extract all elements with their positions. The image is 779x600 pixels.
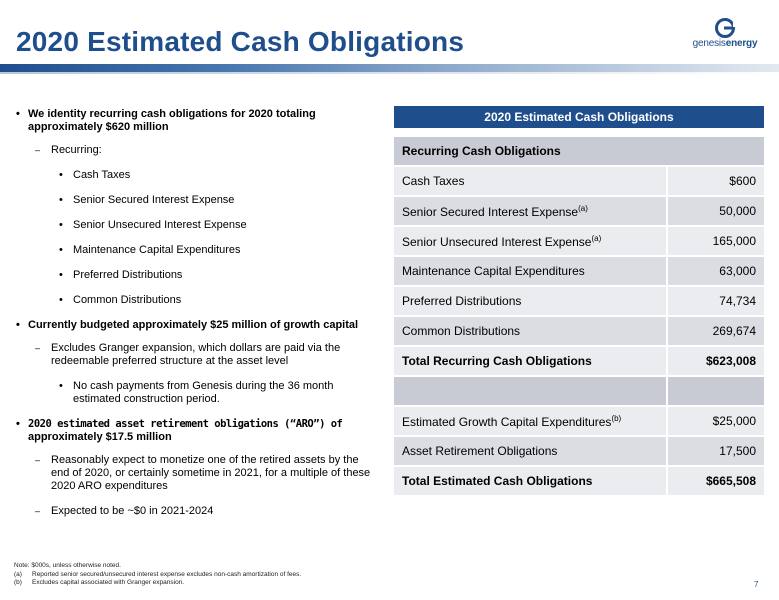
table-row: Senior Unsecured Interest Expense(a) 165… [394, 227, 764, 256]
footnotes: Note: $000s, unless otherwise noted. (a)… [14, 562, 301, 588]
row-label: Senior Unsecured Interest Expense(a) [394, 227, 666, 256]
row-label: Maintenance Capital Expenditures [394, 257, 666, 286]
bullet-aro-line1: 2020 estimated asset retirement obligati… [28, 418, 343, 430]
footnote-ref: (a) [591, 233, 602, 243]
logo-wordmark: genesisenergy [680, 38, 770, 49]
sub-bullet-granger: Excludes Granger expansion, which dollar… [14, 342, 374, 368]
row-label: Cash Taxes [394, 167, 666, 196]
bullet-list: We identity recurring cash obligations f… [14, 108, 374, 530]
list-item: Maintenance Capital Expenditures [14, 244, 374, 257]
table-section-header: Recurring Cash Obligations [394, 137, 764, 166]
section-label: Recurring Cash Obligations [394, 137, 764, 166]
table-row: Preferred Distributions 74,734 [394, 287, 764, 316]
logo-prefix: genesis [692, 38, 726, 49]
total-recurring-row: Total Recurring Cash Obligations $623,00… [394, 347, 764, 376]
row-value: 165,000 [666, 227, 764, 256]
row-value: $600 [666, 167, 764, 196]
list-item: Cash Taxes [14, 169, 374, 182]
table-row: Estimated Growth Capital Expenditures(b)… [394, 407, 764, 436]
logo-suffix: energy [725, 38, 758, 49]
bullet-aro-line2: approximately $17.5 million [28, 431, 172, 443]
grand-total-row: Total Estimated Cash Obligations $665,50… [394, 467, 764, 496]
footnote-b: (b) Excludes capital associated with Gran… [14, 579, 185, 586]
table-row: Cash Taxes $600 [394, 167, 764, 196]
list-item: Senior Secured Interest Expense [14, 194, 374, 207]
sub-bullet-monetize: Reasonably expect to monetize one of the… [14, 454, 374, 493]
row-label: Preferred Distributions [394, 287, 666, 316]
list-item: Preferred Distributions [14, 269, 374, 282]
footnote-main: Note: $000s, unless otherwise noted. [14, 562, 121, 569]
bullet-recurring-total: We identity recurring cash obligations f… [14, 108, 374, 134]
table-row: Asset Retirement Obligations 17,500 [394, 437, 764, 466]
bullet-growth-capital: Currently budgeted approximately $25 mil… [14, 319, 374, 332]
title-rule [0, 64, 779, 72]
row-value: 17,500 [666, 437, 764, 466]
sub-bullet-recurring: Recurring: [14, 144, 374, 157]
row-value: 74,734 [666, 287, 764, 316]
table-row: Maintenance Capital Expenditures 63,000 [394, 257, 764, 286]
row-value: $623,008 [666, 347, 764, 376]
row-label: Total Recurring Cash Obligations [394, 347, 666, 376]
table-row: Common Distributions 269,674 [394, 317, 764, 346]
row-value: $665,508 [666, 467, 764, 496]
company-logo: genesisenergy [680, 18, 770, 52]
footnote-a: (a) Reported senior secured/unsecured int… [14, 570, 302, 578]
list-item: Common Distributions [14, 294, 374, 307]
page-title: 2020 Estimated Cash Obligations [16, 26, 465, 57]
row-label: Senior Secured Interest Expense(a) [394, 197, 666, 226]
title-rule-shadow [0, 72, 779, 74]
sub-bullet-expected: Expected to be ~$0 in 2021-2024 [14, 505, 374, 518]
spacer-row [394, 377, 764, 406]
row-value: $25,000 [666, 407, 764, 436]
footnote-ref: (a) [578, 203, 588, 213]
list-item: Senior Unsecured Interest Expense [14, 219, 374, 232]
row-label: Asset Retirement Obligations [394, 437, 666, 466]
table-title: 2020 Estimated Cash Obligations [394, 106, 764, 128]
row-value: 50,000 [666, 197, 764, 226]
table-row: Senior Secured Interest Expense(a) 50,00… [394, 197, 764, 226]
row-label: Total Estimated Cash Obligations [394, 467, 666, 496]
sub-sub-bullet-no-cash: No cash payments from Genesis during the… [14, 380, 374, 406]
row-value: 63,000 [666, 257, 764, 286]
row-value: 269,674 [666, 317, 764, 346]
cash-obligations-table: Recurring Cash Obligations Cash Taxes $6… [394, 136, 764, 497]
row-label: Estimated Growth Capital Expenditures(b) [394, 407, 666, 436]
bullet-aro: 2020 estimated asset retirement obligati… [14, 418, 374, 444]
row-label: Common Distributions [394, 317, 666, 346]
footnote-ref: (b) [611, 413, 622, 423]
logo-mark-icon [715, 18, 737, 38]
page-number: 7 [754, 580, 759, 589]
